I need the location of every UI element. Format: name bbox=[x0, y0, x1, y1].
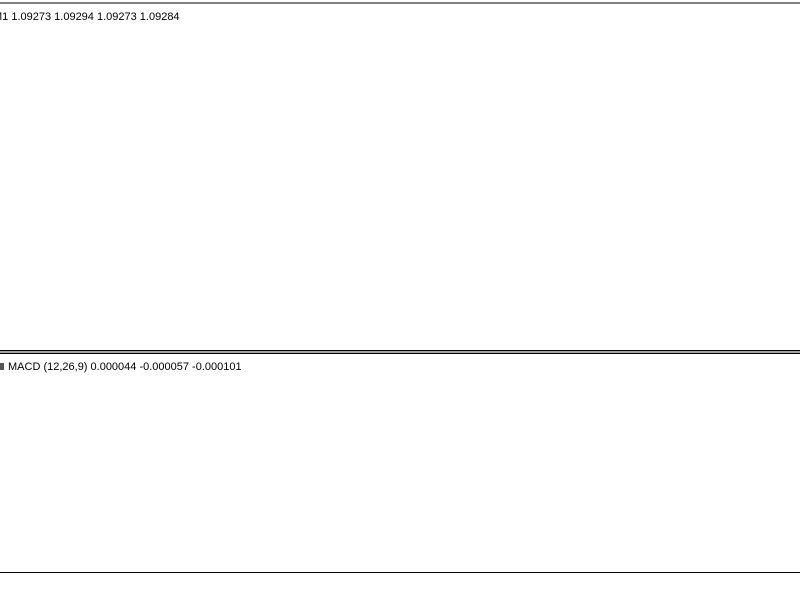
indicator-icon bbox=[0, 363, 4, 370]
indicator-label: MACD (12,26,9) 0.000044 -0.000057 -0.000… bbox=[8, 361, 242, 373]
panel-separator-band bbox=[0, 351, 800, 353]
price-info: M1 1.09273 1.09294 1.09273 1.09284 bbox=[0, 11, 180, 23]
